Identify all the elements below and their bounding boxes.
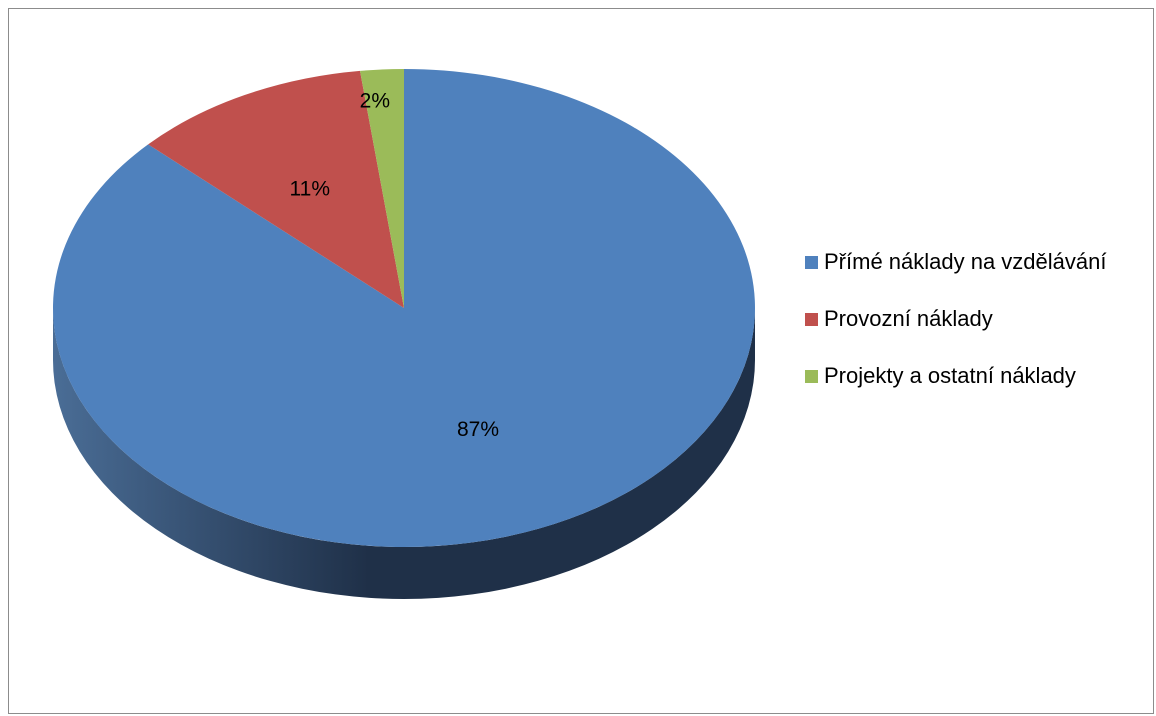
legend-swatch: [805, 312, 818, 326]
legend-item-prime-naklady-na-vzdelavani: Přímé náklady na vzdělávání: [805, 248, 1107, 276]
slice-labels: 87% 11% 2%: [290, 89, 499, 441]
legend-swatch: [805, 255, 818, 269]
pie-side-wall: [53, 308, 755, 599]
legend-label: Provozní náklady: [824, 306, 993, 331]
pie-slice-prime-naklady-na-vzdelavani: [52, 69, 756, 547]
slice-label-provozni-naklady: 11%: [290, 178, 330, 201]
legend-label: Projekty a ostatní náklady: [824, 363, 1076, 388]
legend-swatch: [805, 369, 818, 383]
legend-item-provozni-naklady: Provozní náklady: [805, 305, 1107, 333]
slice-label-prime-naklady-na-vzdelavani: 87%: [457, 418, 499, 441]
pie-side-prime-naklady-na-vzdelavani: [53, 308, 755, 599]
pie-chart: 87% 11% 2%: [52, 69, 756, 599]
pie-slice-projekty-a-ostatni-naklady: [360, 69, 404, 308]
chart-frame: 87% 11% 2% Přímé náklady na vzdělávání Prov…: [8, 8, 1154, 714]
legend-label: Přímé náklady na vzdělávání: [824, 249, 1107, 274]
pie-slice-provozni-naklady: [148, 70, 404, 308]
legend: Přímé náklady na vzdělávání Provozní nákl…: [805, 248, 1107, 419]
legend-item-projekty-a-ostatni-naklady: Projekty a ostatní náklady: [805, 362, 1107, 390]
slice-label-projekty-a-ostatni-naklady: 2%: [360, 89, 390, 112]
pie-top: [52, 69, 756, 547]
